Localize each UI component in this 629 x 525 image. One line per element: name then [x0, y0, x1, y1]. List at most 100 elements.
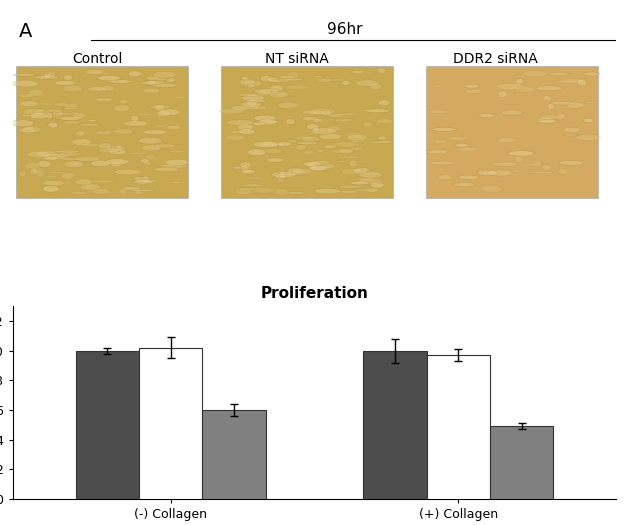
- Ellipse shape: [146, 76, 159, 80]
- Ellipse shape: [59, 152, 82, 156]
- Bar: [76, 351, 139, 499]
- Ellipse shape: [482, 172, 490, 175]
- Ellipse shape: [101, 72, 109, 75]
- Ellipse shape: [64, 75, 72, 80]
- Ellipse shape: [143, 162, 151, 166]
- Ellipse shape: [174, 96, 186, 99]
- Ellipse shape: [310, 165, 326, 171]
- Ellipse shape: [138, 138, 162, 144]
- Ellipse shape: [346, 132, 362, 139]
- Ellipse shape: [577, 79, 587, 86]
- Ellipse shape: [357, 178, 382, 184]
- Ellipse shape: [278, 102, 299, 109]
- Ellipse shape: [584, 72, 599, 76]
- Ellipse shape: [156, 110, 171, 117]
- Ellipse shape: [479, 113, 494, 118]
- Ellipse shape: [242, 94, 265, 101]
- Ellipse shape: [247, 106, 267, 110]
- Ellipse shape: [323, 145, 337, 149]
- Ellipse shape: [337, 156, 361, 159]
- Ellipse shape: [107, 80, 132, 83]
- Ellipse shape: [241, 77, 248, 80]
- Ellipse shape: [142, 88, 160, 93]
- Ellipse shape: [63, 107, 81, 110]
- Ellipse shape: [133, 180, 153, 184]
- Ellipse shape: [259, 142, 284, 147]
- Ellipse shape: [248, 84, 255, 88]
- Ellipse shape: [377, 68, 386, 74]
- Ellipse shape: [154, 104, 165, 111]
- Text: A: A: [19, 22, 32, 41]
- Ellipse shape: [98, 143, 112, 149]
- Ellipse shape: [481, 185, 502, 192]
- Ellipse shape: [359, 171, 382, 178]
- Bar: [490, 426, 553, 499]
- Ellipse shape: [247, 99, 257, 106]
- Ellipse shape: [353, 189, 372, 192]
- Ellipse shape: [508, 151, 535, 156]
- Ellipse shape: [370, 83, 381, 90]
- Ellipse shape: [19, 93, 34, 98]
- Ellipse shape: [318, 164, 335, 169]
- Ellipse shape: [370, 182, 384, 188]
- Ellipse shape: [63, 85, 82, 92]
- Ellipse shape: [72, 139, 91, 145]
- Ellipse shape: [356, 178, 375, 181]
- Ellipse shape: [95, 98, 113, 101]
- Bar: [426, 355, 490, 499]
- Ellipse shape: [114, 169, 141, 175]
- Ellipse shape: [531, 162, 542, 167]
- Ellipse shape: [64, 161, 84, 168]
- Ellipse shape: [159, 109, 180, 116]
- Ellipse shape: [563, 127, 580, 133]
- Ellipse shape: [464, 85, 480, 88]
- Ellipse shape: [42, 156, 60, 160]
- Ellipse shape: [303, 162, 321, 167]
- Ellipse shape: [242, 184, 265, 187]
- Ellipse shape: [364, 109, 391, 112]
- Ellipse shape: [338, 185, 362, 188]
- Ellipse shape: [165, 159, 189, 166]
- Ellipse shape: [316, 149, 324, 152]
- Ellipse shape: [268, 79, 289, 82]
- Ellipse shape: [253, 122, 265, 125]
- Ellipse shape: [134, 177, 144, 181]
- Bar: [426, 66, 598, 197]
- Ellipse shape: [37, 109, 45, 111]
- Ellipse shape: [465, 89, 482, 93]
- Ellipse shape: [319, 133, 342, 140]
- Ellipse shape: [54, 80, 76, 86]
- Ellipse shape: [277, 173, 303, 175]
- Ellipse shape: [155, 144, 175, 148]
- Ellipse shape: [80, 184, 101, 191]
- Ellipse shape: [57, 158, 80, 160]
- Ellipse shape: [147, 80, 157, 85]
- Ellipse shape: [279, 75, 296, 79]
- Ellipse shape: [242, 169, 253, 173]
- Ellipse shape: [111, 146, 125, 152]
- Ellipse shape: [109, 149, 126, 155]
- Ellipse shape: [293, 136, 315, 139]
- Ellipse shape: [363, 122, 372, 127]
- Ellipse shape: [97, 148, 120, 153]
- Ellipse shape: [226, 135, 245, 140]
- Ellipse shape: [247, 149, 267, 155]
- Ellipse shape: [350, 148, 363, 150]
- Ellipse shape: [87, 119, 96, 122]
- Ellipse shape: [152, 83, 178, 87]
- Ellipse shape: [241, 165, 248, 171]
- Ellipse shape: [45, 109, 62, 112]
- Ellipse shape: [238, 129, 255, 134]
- Bar: [364, 351, 426, 499]
- Ellipse shape: [529, 172, 553, 174]
- Ellipse shape: [350, 181, 369, 185]
- Ellipse shape: [75, 131, 85, 135]
- Ellipse shape: [567, 102, 584, 108]
- Ellipse shape: [220, 109, 245, 114]
- Ellipse shape: [153, 71, 176, 78]
- Ellipse shape: [548, 72, 569, 76]
- Ellipse shape: [240, 162, 252, 168]
- Ellipse shape: [92, 180, 115, 183]
- Ellipse shape: [42, 181, 65, 186]
- Ellipse shape: [327, 125, 340, 132]
